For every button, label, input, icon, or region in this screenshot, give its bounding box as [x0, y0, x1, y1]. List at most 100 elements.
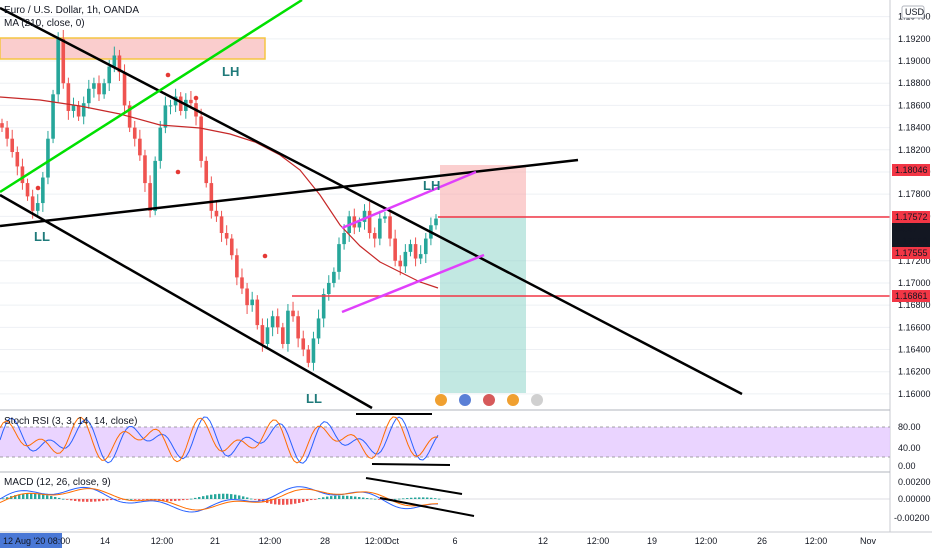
time-cursor-badge	[0, 533, 62, 548]
candle-body	[342, 233, 346, 245]
macd-lower-trendline[interactable]	[379, 497, 475, 517]
macd-bar	[30, 493, 33, 499]
macd-bar	[178, 499, 181, 501]
stoch-d-line	[0, 416, 439, 464]
economic-events-row[interactable]	[435, 394, 543, 406]
macd-bar	[134, 499, 137, 500]
candle-body	[378, 218, 382, 239]
macd-bar	[90, 499, 93, 502]
event-flag-icon[interactable]	[483, 394, 495, 406]
macd-bar	[362, 497, 365, 499]
time-tick: 19	[647, 536, 657, 546]
macd-bar	[218, 493, 221, 499]
candle-body	[66, 83, 71, 111]
label-ll-2: LL	[306, 391, 322, 406]
macd-bar	[350, 496, 353, 499]
macd-bar	[142, 499, 145, 500]
macd-bar	[118, 499, 121, 500]
candle-body	[229, 238, 234, 256]
channel-upper-line[interactable]	[341, 170, 477, 230]
candle-body	[87, 88, 91, 104]
candle-body	[260, 325, 265, 344]
time-tick: Oct	[385, 536, 400, 546]
stoch-rsi-label: Stoch RSI (3, 3, 14, 14, close)	[4, 416, 137, 427]
candle-body	[81, 103, 86, 117]
time-tick: 14	[100, 536, 110, 546]
candle-body	[357, 221, 362, 228]
signal-dot	[35, 185, 41, 191]
macd-bar	[190, 498, 193, 500]
channel-lower-line[interactable]	[341, 253, 485, 314]
price-axis[interactable]: 1.194001.192001.190001.188001.186001.184…	[898, 12, 931, 399]
candle-body	[286, 310, 290, 344]
macd-bar	[230, 494, 233, 499]
macd-bar	[42, 494, 45, 499]
macd-bar	[194, 497, 197, 499]
event-flag-icon[interactable]	[459, 394, 471, 406]
upper-descending-trendline[interactable]	[0, 6, 743, 396]
price-tag	[892, 211, 930, 223]
candle-body	[434, 218, 438, 226]
rising-trendline[interactable]	[0, 158, 579, 228]
macd-tick: 0.00000	[898, 494, 931, 504]
event-flag-icon[interactable]	[531, 394, 543, 406]
event-flag-icon[interactable]	[435, 394, 447, 406]
time-tick: 12:00	[259, 536, 282, 546]
macd-upper-trendline[interactable]	[365, 477, 463, 495]
macd-bar	[290, 499, 293, 505]
candle-body	[132, 127, 137, 139]
time-tick: 12	[538, 536, 548, 546]
time-tick: 12:00	[805, 536, 828, 546]
price-tick: 1.18800	[898, 78, 931, 88]
time-tick: Nov	[860, 536, 877, 546]
macd-bar	[254, 499, 257, 500]
candle-body	[178, 96, 183, 111]
macd-bar	[54, 496, 57, 499]
candle-body	[163, 105, 168, 128]
candle-body	[168, 105, 173, 107]
candle-body	[240, 277, 244, 289]
event-flag-icon[interactable]	[507, 394, 519, 406]
signal-dot	[193, 95, 199, 101]
macd-bar	[38, 493, 41, 499]
price-tag	[892, 290, 930, 302]
green-trendline[interactable]	[0, 0, 303, 194]
candle-body	[408, 244, 413, 252]
macd-bar	[310, 499, 313, 501]
price-tick: 1.17200	[898, 256, 931, 266]
candle-body	[301, 338, 306, 350]
macd-bar	[270, 499, 273, 504]
candle-body	[393, 238, 397, 261]
candle-body	[25, 183, 30, 197]
macd-bar	[302, 499, 305, 503]
macd-bar	[66, 499, 69, 500]
macd-bar	[354, 496, 357, 499]
currency-badge[interactable]: USD	[901, 5, 925, 19]
macd-bar	[314, 499, 317, 500]
macd-bar	[26, 493, 29, 499]
price-tick: 1.19200	[898, 34, 931, 44]
macd-bar	[242, 496, 245, 499]
candle-body	[398, 260, 403, 267]
candle-body	[367, 210, 372, 234]
macd-bar	[70, 499, 73, 501]
macd-signal-line	[0, 488, 439, 511]
macd-bar	[298, 499, 301, 503]
macd-bar	[210, 494, 213, 499]
candle-body	[204, 160, 209, 184]
stoch-bottom-line[interactable]	[371, 463, 451, 466]
macd-bar	[74, 499, 77, 502]
ma-legend: MA (210, close, 0)	[4, 18, 85, 29]
macd-bar	[374, 498, 377, 500]
macd-tick: 0.00200	[898, 477, 931, 487]
time-tick: 6	[452, 536, 457, 546]
candle-body	[337, 244, 341, 272]
lower-descending-trendline[interactable]	[0, 193, 373, 410]
candle-body	[306, 349, 311, 363]
macd-bar	[58, 497, 61, 499]
price-tag	[892, 164, 930, 176]
candle-body	[30, 196, 35, 211]
macd-bar	[410, 497, 413, 499]
